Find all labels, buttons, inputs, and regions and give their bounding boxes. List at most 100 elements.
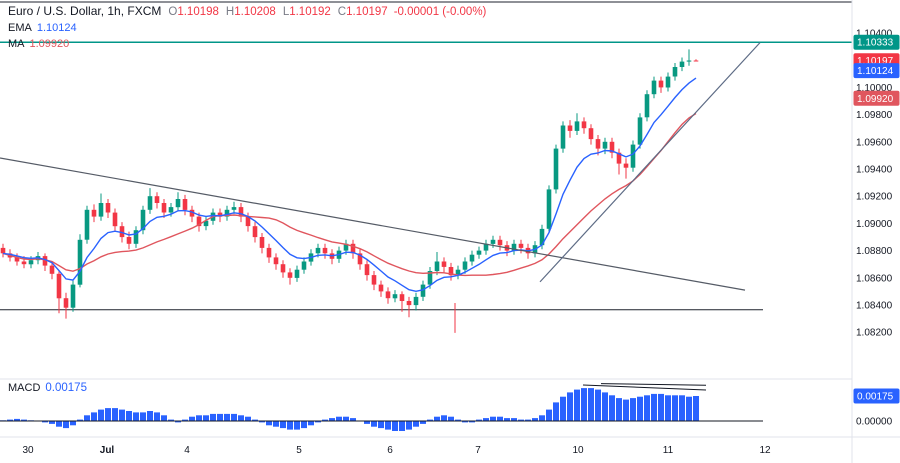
candle-body — [364, 264, 370, 276]
candle-body — [126, 237, 132, 244]
price-axis-label: 1.09800 — [856, 110, 893, 121]
macd-bar — [455, 419, 461, 421]
candle-body — [483, 243, 489, 251]
macd-bar — [574, 389, 580, 421]
candle-body — [49, 265, 55, 274]
macd-axis[interactable]: 0.00000 0.00175 — [853, 388, 900, 428]
macd-bar — [224, 413, 230, 421]
macd-bar — [70, 421, 76, 426]
candle-body — [119, 226, 125, 238]
trendline-drawings — [0, 42, 761, 333]
candle-body — [686, 60, 692, 62]
candle-body — [112, 212, 118, 227]
ma-price-badge-bg — [853, 90, 900, 106]
macd-bar — [448, 416, 454, 421]
macd-bar — [336, 416, 342, 421]
macd-bar — [644, 395, 650, 421]
macd-bar — [679, 395, 685, 421]
candle-body — [175, 199, 181, 208]
macd-bar — [238, 415, 244, 421]
candle-body — [287, 272, 293, 278]
teal-line-price-badge-text: 1.10333 — [857, 38, 894, 49]
candle-body — [0, 247, 6, 254]
macd-bar — [483, 418, 489, 421]
price-axis-label: 1.10000 — [856, 83, 893, 94]
macd-bar — [105, 408, 111, 421]
candle-body — [273, 257, 279, 265]
candle-body — [469, 254, 475, 262]
candle-body — [651, 80, 657, 95]
macd-bar — [14, 418, 20, 421]
macd-bar — [140, 412, 146, 421]
candle-body — [658, 80, 664, 88]
candle-body — [56, 273, 62, 299]
macd-bar — [84, 415, 90, 421]
price-axis-label: 1.09400 — [856, 165, 893, 176]
macd-bar — [672, 395, 678, 421]
macd-trendline-2[interactable] — [600, 383, 707, 386]
ascending-trendline[interactable] — [539, 42, 761, 283]
ma-line[interactable] — [2, 112, 697, 277]
macd-bar — [525, 419, 531, 421]
macd-indicator-row[interactable]: MACD 0.00175 — [8, 382, 87, 394]
ema-line[interactable] — [2, 77, 697, 293]
symbol-title[interactable]: Euro / U.S. Dollar, 1h, FXCM — [8, 4, 162, 18]
macd-bar — [161, 415, 167, 421]
price-axis-label: 1.08600 — [856, 273, 893, 284]
macd-trendline-1[interactable] — [582, 384, 707, 391]
candle-body — [252, 226, 258, 238]
macd-bar — [7, 419, 13, 421]
candle-body — [497, 239, 503, 246]
price-axis-label: 1.08400 — [856, 301, 893, 312]
macd-bar — [602, 392, 608, 421]
macd-bar — [287, 421, 293, 430]
candle-body — [637, 117, 643, 145]
macd-bar — [21, 419, 27, 421]
macd-bar — [196, 415, 202, 421]
macd-bar — [91, 412, 97, 421]
macd-value-badge-bg — [853, 388, 900, 404]
candle-body — [224, 209, 230, 217]
candle-body — [560, 125, 566, 149]
candle-body — [567, 125, 573, 131]
close-value: 1.10197 — [346, 6, 388, 18]
price-axis-label: 1.09000 — [856, 219, 893, 230]
time-axis-label: 7 — [475, 445, 481, 456]
price-axis[interactable]: 1.10400 1.10000 1.09800 1.09600 1.09400 1.092… — [853, 29, 900, 339]
descending-trendline[interactable] — [0, 157, 746, 291]
time-axis[interactable]: 30 Jul 4 5 6 7 10 11 12 — [22, 445, 771, 456]
macd-bar — [364, 421, 370, 424]
macd-bar — [518, 419, 524, 421]
candle-body — [630, 144, 636, 168]
time-axis-label: Jul — [100, 445, 115, 456]
candle-body — [581, 121, 587, 129]
candlestick-series[interactable] — [0, 49, 699, 319]
macd-bar — [112, 408, 118, 421]
price-axis-label: 1.09600 — [856, 137, 893, 148]
candle-body — [490, 239, 496, 244]
candle-body — [91, 209, 97, 217]
macd-bar — [322, 419, 328, 421]
macd-axis-label: 0.00000 — [856, 417, 893, 428]
indicator-ma-row[interactable]: MA 1.09920 — [8, 36, 486, 52]
macd-bar — [427, 419, 433, 421]
macd-bar — [497, 416, 503, 421]
candle-body — [147, 196, 153, 210]
candle-body — [385, 291, 391, 299]
open-key: O — [168, 6, 178, 18]
macd-bar — [686, 396, 692, 421]
candle-body — [665, 76, 671, 88]
macd-bar — [350, 418, 356, 421]
last-price-badge-text: 1.10197 — [857, 56, 894, 67]
candle-body — [231, 207, 237, 210]
indicator-ema-row[interactable]: EMA 1.10124 — [8, 20, 486, 36]
candle-body — [413, 296, 419, 306]
macd-bar — [476, 419, 482, 421]
candle-body — [623, 163, 629, 168]
candle-body — [679, 61, 685, 67]
time-axis-label: 10 — [572, 445, 584, 456]
time-axis-label: 6 — [387, 445, 393, 456]
macd-bar — [406, 421, 412, 430]
